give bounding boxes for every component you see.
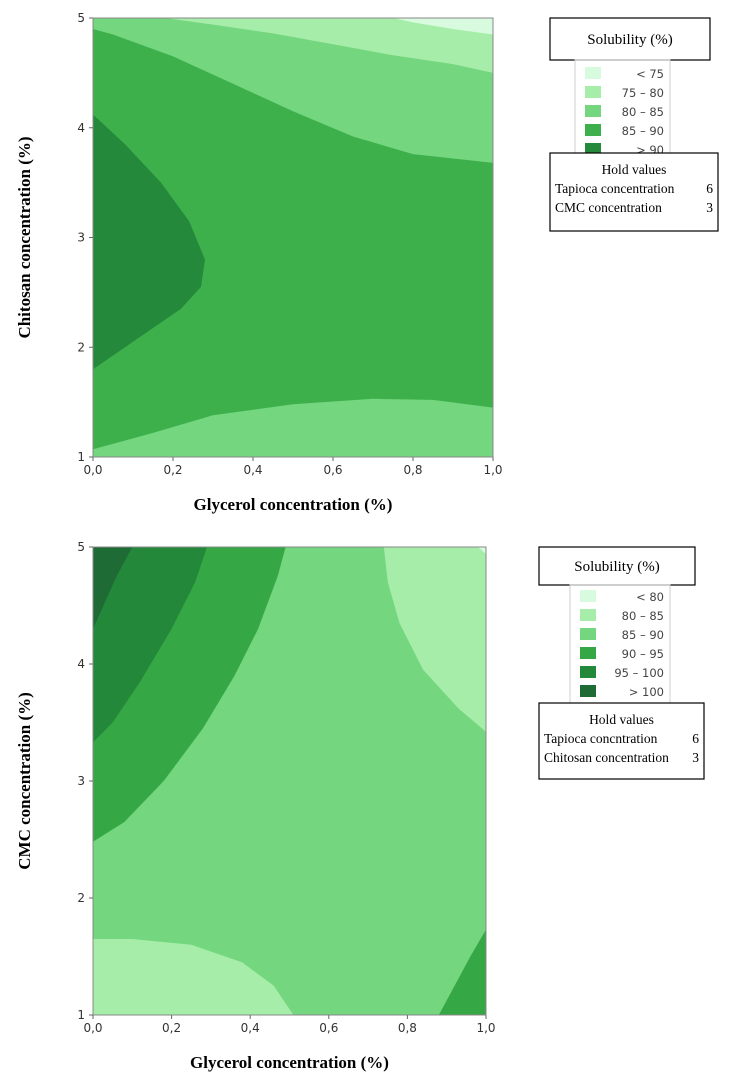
- y-axis-title: CMC concentration (%): [15, 692, 34, 870]
- legend-swatch: [580, 609, 596, 621]
- y-tick-label: 1: [77, 450, 85, 464]
- legend-swatch: [580, 666, 596, 678]
- legend: Solubility (%) < 80 80 – 85 85 – 90 90 – 95…: [539, 547, 695, 708]
- contour-plot-chitosan: 0,0 0,2 0,4 0,6 0,8 1,0 1 2 3 4 5 Glycerol concent…: [0, 0, 730, 530]
- x-axis-title: Glycerol concentration (%): [194, 495, 393, 514]
- hold-value-label: Tapioca concntration: [544, 731, 658, 746]
- hold-values-title: Hold values: [602, 162, 667, 177]
- legend-swatch: [585, 105, 601, 117]
- x-tick-label: 0,8: [403, 463, 422, 477]
- legend-label: 85 – 90: [622, 628, 664, 642]
- hold-value-label: Chitosan concentration: [544, 750, 669, 765]
- legend-label: > 100: [629, 685, 664, 699]
- legend-label: 90 – 95: [622, 647, 664, 661]
- legend-label: < 80: [636, 590, 664, 604]
- legend-label: 95 – 100: [614, 666, 664, 680]
- x-tick-label: 0,6: [319, 1021, 338, 1035]
- y-tick-label: 5: [77, 540, 85, 554]
- x-tick-label: 1,0: [476, 1021, 495, 1035]
- y-tick-label: 2: [77, 340, 85, 354]
- y-tick-label: 4: [77, 121, 85, 135]
- y-tick-label: 4: [77, 657, 85, 671]
- x-tick-label: 0,6: [323, 463, 342, 477]
- x-tick-label: 1,0: [483, 463, 502, 477]
- x-tick-label: 0,0: [83, 463, 102, 477]
- x-axis-title: Glycerol concentration (%): [190, 1053, 389, 1072]
- legend-swatch: [585, 67, 601, 79]
- x-tick-label: 0,4: [243, 463, 262, 477]
- hold-value-number: 6: [692, 731, 699, 746]
- legend-label: < 75: [636, 67, 664, 81]
- y-tick-label: 5: [77, 11, 85, 25]
- y-tick-label: 3: [77, 231, 85, 245]
- legend-label: 80 – 85: [622, 105, 664, 119]
- hold-values-box: Hold values Tapioca concntration 6 Chitosa…: [539, 703, 704, 779]
- y-axis-title: Chitosan concentration (%): [15, 136, 34, 338]
- legend-swatch: [580, 685, 596, 697]
- legend-label: 80 – 85: [622, 609, 664, 623]
- hold-value-label: CMC concentration: [555, 200, 662, 215]
- legend-title: Solubility (%): [574, 559, 659, 575]
- legend-swatch: [585, 124, 601, 136]
- y-tick-label: 1: [77, 1008, 85, 1022]
- hold-value-number: 6: [706, 181, 713, 196]
- x-tick-label: 0,2: [163, 463, 182, 477]
- legend: Solubility (%) < 75 75 – 80 80 – 85 85 – 90…: [550, 18, 710, 166]
- x-tick-label: 0,8: [398, 1021, 417, 1035]
- legend-swatch: [580, 590, 596, 602]
- legend-title: Solubility (%): [587, 32, 672, 48]
- y-tick-label: 2: [77, 891, 85, 905]
- x-tick-label: 0,0: [83, 1021, 102, 1035]
- hold-value-number: 3: [706, 200, 713, 215]
- hold-values-title: Hold values: [589, 712, 654, 727]
- legend-label: 75 – 80: [622, 86, 664, 100]
- x-tick-label: 0,4: [241, 1021, 260, 1035]
- x-tick-label: 0,2: [162, 1021, 181, 1035]
- legend-swatch: [585, 86, 601, 98]
- contour-plot-cmc: 0,0 0,2 0,4 0,6 0,8 1,0 1 2 3 4 5 Glycerol concent…: [0, 530, 730, 1079]
- hold-value-label: Tapioca concentration: [555, 181, 675, 196]
- legend-swatch: [580, 628, 596, 640]
- legend-swatch: [580, 647, 596, 659]
- legend-label: 85 – 90: [622, 124, 664, 138]
- hold-values-box: Hold values Tapioca concentration 6 CMC co…: [550, 153, 718, 231]
- y-tick-label: 3: [77, 774, 85, 788]
- hold-value-number: 3: [692, 750, 699, 765]
